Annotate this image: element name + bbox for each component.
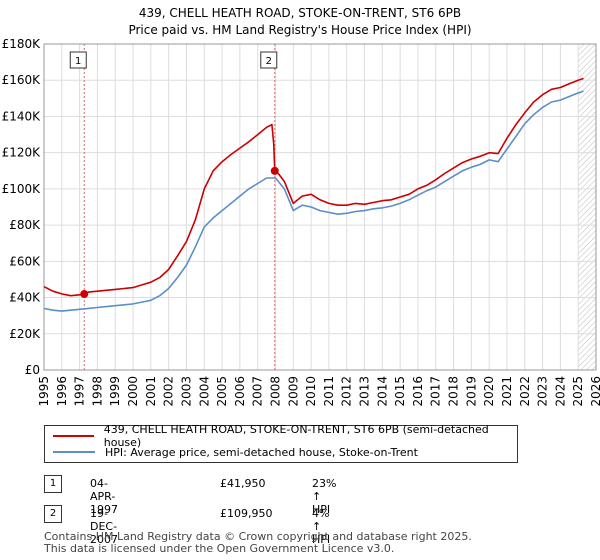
x-tick-label: 1995 (37, 376, 51, 407)
x-tick-label: 2015 (393, 376, 407, 407)
series-line-price-paid (43, 77, 584, 297)
y-tick-label: £120K (2, 146, 42, 160)
sale-label-text: 1 (75, 56, 81, 67)
x-tick-label: 2002 (162, 376, 176, 407)
y-tick-label: £160K (2, 73, 42, 87)
x-tick-label: 2013 (358, 376, 372, 407)
y-tick-label: £140K (2, 109, 42, 123)
sale-price: £109,950 (220, 507, 273, 520)
x-tick-label: 2007 (251, 376, 265, 407)
x-tick-label: 2024 (553, 376, 567, 407)
x-tick-label: 2019 (464, 376, 478, 407)
sale-point (80, 290, 89, 299)
y-tick-label: £0 (25, 363, 40, 377)
legend-label-hpi: HPI: Average price, semi-detached house,… (105, 445, 418, 459)
y-tick-label: £60K (9, 254, 41, 268)
x-tick-label: 2009 (286, 376, 300, 407)
sale-price: £41,950 (220, 477, 266, 490)
x-tick-label: 2010 (304, 376, 318, 407)
sale-marker-badge: 2 (44, 505, 62, 523)
future-hatch-region (578, 44, 596, 370)
sale-date: 19-DEC-2007 (90, 507, 118, 546)
footer: Contains HM Land Registry data © Crown c… (44, 531, 472, 555)
legend-line-hpi (53, 451, 95, 453)
x-tick-label: 2020 (482, 376, 496, 407)
price-chart: £0 £20K £40K £60K £80K £100K £120K £140K £160K £1… (2, 37, 600, 407)
x-tick-label: 2004 (197, 376, 211, 407)
sale-date: 04-APR-1997 (90, 477, 118, 516)
sale-hpi-change: 23% ↑ HPI (312, 477, 337, 516)
legend-item-price-paid: 439, CHELL HEATH ROAD, STOKE-ON-TRENT, S… (53, 423, 517, 449)
x-tick-label: 2018 (447, 376, 461, 407)
x-tick-label: 1998 (90, 376, 104, 407)
x-tick-label: 2021 (500, 376, 514, 407)
x-tick-label: 1999 (108, 376, 122, 407)
legend: 439, CHELL HEATH ROAD, STOKE-ON-TRENT, S… (44, 423, 518, 463)
series-line-hpi (43, 90, 584, 312)
footer-licence: This data is licensed under the Open Gov… (44, 542, 395, 555)
sale-label-box (69, 51, 87, 69)
sale-marker-badge: 1 (44, 475, 62, 493)
sale-point (270, 166, 279, 175)
x-tick-label: 2001 (144, 376, 158, 407)
y-tick-label: £80K (9, 218, 41, 232)
y-tick-label: £20K (9, 327, 41, 341)
x-tick-label: 2026 (589, 376, 600, 407)
legend-label-price-paid: 439, CHELL HEATH ROAD, STOKE-ON-TRENT, S… (103, 423, 489, 449)
footer-copyright: Contains HM Land Registry data © Crown c… (44, 530, 472, 543)
sale-label-text: 2 (266, 56, 272, 67)
x-tick-label: 2023 (536, 376, 550, 407)
x-tick-label: 2005 (215, 376, 229, 407)
legend-line-price-paid (53, 435, 94, 437)
y-tick-label: £100K (2, 182, 42, 196)
y-tick-label: £40K (9, 291, 41, 305)
x-tick-label: 2022 (518, 376, 532, 407)
chart-subtitle: Price paid vs. HM Land Registry's House … (128, 23, 472, 37)
chart-title: 439, CHELL HEATH ROAD, STOKE-ON-TRENT, S… (138, 6, 462, 20)
x-tick-label: 2000 (126, 376, 140, 407)
x-tick-label: 2011 (322, 376, 336, 407)
x-tick-label: 1996 (55, 376, 69, 407)
x-tick-label: 2003 (179, 376, 193, 407)
x-tick-label: 2006 (233, 376, 247, 407)
x-tick-label: 2017 (429, 376, 443, 407)
x-tick-label: 2012 (340, 376, 354, 407)
x-tick-label: 2016 (411, 376, 425, 407)
x-tick-label: 2008 (268, 376, 282, 407)
y-tick-label: £180K (2, 37, 42, 51)
x-tick-label: 2014 (375, 376, 389, 407)
plot-frame (43, 43, 597, 371)
legend-item-hpi: HPI: Average price, semi-detached house,… (53, 444, 418, 460)
x-tick-label: 2025 (571, 376, 585, 407)
x-tick-label: 1997 (73, 376, 87, 407)
plot-area (44, 44, 596, 370)
sale-label-box (260, 51, 278, 69)
sale-hpi-change: 4% ↑ HPI (312, 507, 331, 546)
